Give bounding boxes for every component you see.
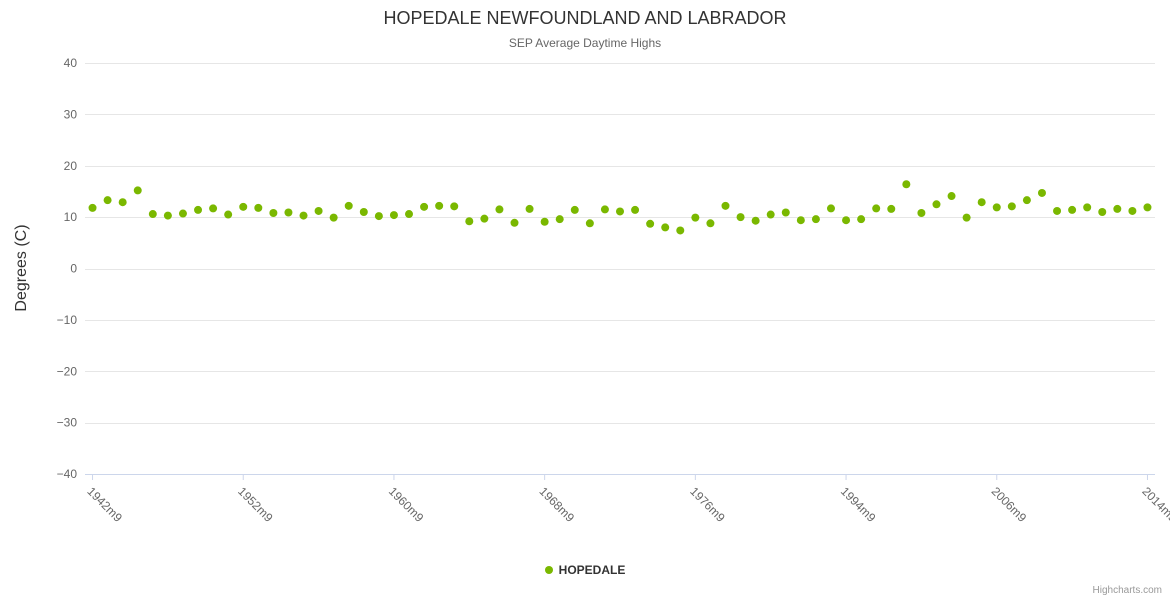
data-point[interactable] — [917, 209, 926, 218]
data-point[interactable] — [525, 204, 534, 213]
data-point[interactable] — [616, 207, 624, 216]
data-point[interactable] — [284, 208, 293, 217]
data-point[interactable] — [691, 213, 700, 222]
y-axis-label: −30 — [57, 416, 78, 430]
data-point[interactable] — [480, 214, 489, 223]
data-point[interactable] — [1007, 202, 1016, 211]
data-point[interactable] — [374, 212, 383, 221]
x-axis-label: 1960m9 — [386, 484, 427, 525]
data-point[interactable] — [420, 202, 429, 211]
y-axis-label: 20 — [64, 159, 78, 173]
data-point[interactable] — [540, 217, 549, 226]
data-point[interactable] — [962, 213, 971, 222]
data-point[interactable] — [510, 218, 519, 227]
data-point[interactable] — [389, 211, 398, 220]
data-point[interactable] — [1053, 206, 1062, 215]
data-point[interactable] — [902, 180, 911, 189]
credits-link[interactable]: Highcharts.com — [1092, 585, 1162, 596]
data-point[interactable] — [194, 205, 203, 214]
data-point[interactable] — [857, 215, 866, 224]
data-point[interactable] — [947, 192, 956, 201]
data-point[interactable] — [329, 213, 338, 222]
data-point[interactable] — [103, 196, 112, 205]
data-point[interactable] — [585, 219, 594, 228]
data-point[interactable] — [1098, 207, 1107, 216]
data-point[interactable] — [661, 223, 670, 232]
x-axis-label: 1968m9 — [537, 484, 578, 525]
data-point[interactable] — [706, 219, 715, 228]
x-axis-label: 1976m9 — [687, 484, 728, 525]
x-axis-label: 1994m9 — [838, 484, 879, 525]
data-point[interactable] — [600, 205, 609, 214]
data-point[interactable] — [450, 202, 459, 211]
y-axis-label: 10 — [64, 210, 78, 224]
y-axis-label: 30 — [64, 107, 78, 121]
data-point[interactable] — [465, 217, 474, 226]
data-point[interactable] — [676, 226, 685, 235]
data-point[interactable] — [766, 210, 775, 219]
data-point[interactable] — [781, 208, 790, 217]
legend-marker-icon — [544, 566, 553, 574]
data-point[interactable] — [344, 201, 353, 210]
data-point[interactable] — [1113, 204, 1122, 213]
x-axis-label: 1952m9 — [235, 484, 276, 525]
data-point[interactable] — [796, 216, 805, 225]
data-point[interactable] — [405, 210, 414, 219]
legend-series-label: HOPEDALE — [558, 563, 626, 577]
data-point[interactable] — [299, 211, 308, 220]
data-point[interactable] — [118, 198, 127, 207]
y-axis-label: 0 — [70, 262, 77, 276]
data-point[interactable] — [842, 216, 851, 225]
data-point[interactable] — [977, 198, 986, 207]
data-point[interactable] — [555, 215, 564, 224]
data-point[interactable] — [826, 204, 835, 213]
x-axis-label: 2014m9 — [1139, 484, 1170, 525]
data-point[interactable] — [1022, 196, 1031, 205]
data-point[interactable] — [721, 201, 730, 210]
chart-title: HOPEDALE NEWFOUNDLAND AND LABRADOR — [383, 8, 787, 28]
y-axis-label: −20 — [57, 364, 78, 378]
y-axis-label: 40 — [64, 56, 78, 70]
data-point[interactable] — [887, 204, 896, 213]
data-point[interactable] — [209, 204, 218, 213]
data-point[interactable] — [1128, 206, 1137, 215]
data-point[interactable] — [631, 205, 640, 214]
data-point[interactable] — [495, 205, 504, 214]
data-point[interactable] — [314, 206, 323, 215]
data-point[interactable] — [148, 210, 157, 219]
data-point[interactable] — [133, 186, 142, 195]
data-point[interactable] — [1143, 203, 1152, 212]
data-point[interactable] — [435, 201, 444, 210]
x-axis-label: 1942m9 — [84, 484, 125, 525]
data-point[interactable] — [359, 207, 368, 216]
data-point[interactable] — [269, 209, 278, 218]
data-point[interactable] — [751, 216, 760, 225]
data-point[interactable] — [736, 213, 745, 222]
y-axis-label: −40 — [57, 467, 78, 481]
data-point[interactable] — [254, 203, 263, 212]
data-point[interactable] — [570, 205, 579, 214]
data-point[interactable] — [932, 200, 941, 209]
data-point[interactable] — [811, 215, 820, 224]
data-point[interactable] — [992, 203, 1001, 212]
data-point[interactable] — [1068, 205, 1077, 214]
data-point[interactable] — [646, 219, 655, 228]
data-point[interactable] — [163, 211, 172, 220]
y-axis-label: −10 — [57, 313, 78, 327]
data-point[interactable] — [872, 204, 881, 213]
chart-subtitle: SEP Average Daytime Highs — [508, 36, 662, 50]
legend-item[interactable]: HOPEDALE — [0, 563, 1170, 577]
data-point[interactable] — [239, 202, 248, 211]
data-point[interactable] — [224, 210, 233, 219]
data-point[interactable] — [178, 209, 187, 218]
data-point[interactable] — [88, 203, 97, 212]
data-point[interactable] — [1083, 203, 1092, 212]
x-axis-label: 2006m9 — [989, 484, 1030, 525]
data-point[interactable] — [1037, 188, 1046, 197]
